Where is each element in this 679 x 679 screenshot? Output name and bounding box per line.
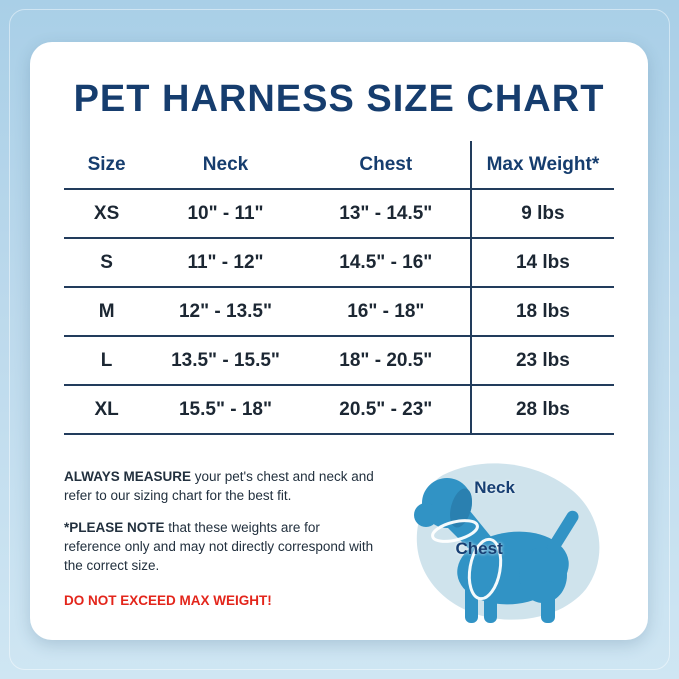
size-cell: XL — [64, 385, 150, 435]
measure-note-bold: ALWAYS MEASURE — [64, 468, 192, 484]
reference-note: *PLEASE NOTE that these weights are for … — [64, 518, 379, 575]
chest-measure-line — [467, 537, 503, 601]
chest-cell: 18" - 20.5" — [301, 336, 471, 386]
table-row: M 12" - 13.5" 16" - 18" 18 lbs — [64, 287, 614, 337]
weight-cell: 28 lbs — [469, 385, 614, 435]
table-row: L 13.5" - 15.5" 18" - 20.5" 23 lbs — [64, 336, 614, 386]
chest-cell: 14.5" - 16" — [301, 238, 471, 288]
reference-note-text: that these weights are for reference onl… — [64, 519, 374, 574]
size-cell: L — [64, 336, 150, 386]
size-cell: S — [64, 238, 150, 288]
dog-illustration: Neck Chest — [385, 453, 620, 628]
dog-ear — [450, 488, 472, 528]
size-cell: M — [64, 287, 150, 337]
chest-label: Chest — [455, 538, 503, 558]
neck-cell: 10" - 11" — [149, 189, 302, 239]
size-cell: XS — [64, 189, 150, 239]
measure-note: ALWAYS MEASURE your pet's chest and neck… — [64, 467, 379, 505]
chest-cell: 16" - 18" — [301, 287, 471, 337]
neck-label: Neck — [474, 477, 515, 497]
weight-cell: 9 lbs — [469, 189, 614, 239]
measure-note-text: your pet's chest and neck and refer to o… — [64, 468, 374, 503]
header-max-weight: Max Weight* — [469, 141, 614, 190]
dog-silhouette — [414, 478, 579, 623]
warning-text: DO NOT EXCEED MAX WEIGHT! — [64, 593, 272, 609]
page-title: PET HARNESS SIZE CHART — [73, 78, 605, 120]
neck-cell: 12" - 13.5" — [149, 287, 302, 337]
size-chart-table: Size Neck Chest Max Weight* XS 10" - 11"… — [64, 141, 614, 435]
reference-note-bold: *PLEASE NOTE — [64, 519, 165, 535]
weight-cell: 14 lbs — [469, 238, 614, 288]
header-neck: Neck — [149, 141, 302, 190]
neck-measure-line — [431, 519, 479, 543]
header-size: Size — [64, 141, 150, 190]
neck-cell: 11" - 12" — [149, 238, 302, 288]
weight-cell: 18 lbs — [469, 287, 614, 337]
chest-cell: 20.5" - 23" — [301, 385, 471, 435]
table-row: XL 15.5" - 18" 20.5" - 23" 28 lbs — [64, 385, 614, 435]
weight-cell: 23 lbs — [469, 336, 614, 386]
notes-section: ALWAYS MEASURE your pet's chest and neck… — [64, 467, 385, 615]
chest-cell: 13" - 14.5" — [301, 189, 471, 239]
neck-cell: 15.5" - 18" — [149, 385, 302, 435]
header-chest: Chest — [301, 141, 471, 190]
table-header-row: Size Neck Chest Max Weight* — [64, 141, 614, 190]
size-chart-card: PET HARNESS SIZE CHART Size Neck Chest M… — [30, 42, 648, 640]
neck-cell: 13.5" - 15.5" — [149, 336, 302, 386]
table-row: XS 10" - 11" 13" - 14.5" 9 lbs — [64, 189, 614, 239]
footer-section: ALWAYS MEASURE your pet's chest and neck… — [64, 453, 614, 628]
table-row: S 11" - 12" 14.5" - 16" 14 lbs — [64, 238, 614, 288]
dog-illustration-svg — [414, 463, 600, 623]
